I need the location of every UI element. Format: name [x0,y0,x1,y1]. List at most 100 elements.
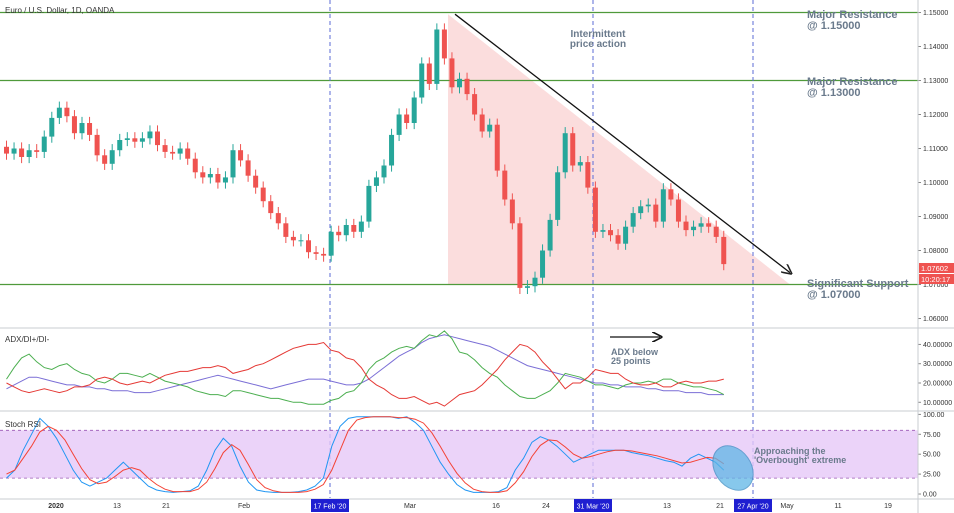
candle-body [215,174,221,183]
candle-body [683,221,689,231]
stoch-rsi-band [0,430,918,479]
candle-body [245,160,251,176]
candle-body [706,223,712,227]
candle-body [472,94,478,115]
candle-body [577,162,583,166]
adx-panel[interactable]: 40.00000 30.00000 20.00000 10.00000 [0,330,954,412]
price-axis-label: 1.13000 [923,78,948,85]
candle-body [540,250,546,278]
rsi-panel-title: Stoch RSI [5,420,41,429]
candle-body [298,240,304,242]
candle-body [630,213,636,227]
candle-body [464,78,470,95]
candle-body [4,146,9,154]
candle-body [479,114,485,132]
time-axis-label: Mar [404,503,417,510]
candle-body [434,29,440,84]
candle-body [381,165,387,178]
candle-body [207,174,213,178]
time-axis-label: 11 [834,503,841,510]
candle-body [570,133,576,166]
candle-body [313,252,319,254]
candle-body [268,201,274,214]
price-axis-label: 1.11000 [923,146,948,153]
candle-body [336,231,342,236]
candle-body [306,240,311,253]
candle-body [608,230,613,236]
candle-body [64,107,70,117]
candle-body [260,187,266,202]
price-panel[interactable]: 1.15000 1.14000 1.13000 1.12000 1.11000 1.100… [0,0,954,498]
candle-body [449,58,455,88]
price-axis-label: 1.08000 [923,248,948,255]
candle-body [366,185,372,222]
candle-body [721,236,727,265]
candle-body [623,226,629,244]
candle-body [222,177,228,183]
candle-body [351,225,357,232]
candle-body [253,175,259,188]
candle-body [713,226,719,237]
adx-axis-label: 10.00000 [923,400,952,407]
candle-body [502,170,508,200]
highlight-date-label: 27 Apr '20 [737,504,768,511]
candle-body [177,148,183,154]
candle-body [668,189,674,200]
candle-body [109,150,115,164]
candle-body [71,116,77,134]
adx-line [6,334,724,396]
price-axis-label: 1.12000 [923,112,948,119]
candle-body [675,199,681,222]
intermittent-label-2: price action [570,39,626,50]
candle-body [517,223,523,288]
candle-body [494,124,500,171]
descending-triangle-area [448,14,790,285]
candle-body [653,204,659,222]
adx-panel-title: ADX/DI+/DI- [5,335,50,344]
candle-body [691,226,697,231]
adx-axis-label: 30.00000 [923,361,952,368]
rsi-note-2: 'Overbought' extreme [754,455,846,465]
candle-body [343,225,349,236]
adx-axis-label: 20.00000 [923,381,952,388]
highlight-date-label: 17 Feb '20 [314,504,347,511]
candle-body [547,219,553,251]
candle-body [328,231,334,256]
candle-body [139,138,145,142]
candle-body [275,213,281,224]
di-minus-line [6,341,724,407]
candle-body [11,148,17,154]
candle-body [645,204,651,207]
candle-body [487,124,493,132]
time-axis-label: 13 [663,503,671,510]
candle-body [411,97,417,123]
adx-note-1: ADX below [611,347,659,357]
time-axis-label: 16 [492,503,500,510]
candle-body [358,221,364,232]
resistance-130-label-2: @ 1.13000 [807,87,861,99]
candle-body [509,199,515,224]
candle-body [79,123,85,134]
candle-body [524,286,530,288]
rsi-axis-label: 75.00 [923,432,941,439]
support-070-label-1: Significant Support [807,278,909,290]
candle-body [132,138,138,142]
candle-body [532,277,538,287]
price-axis-label: 1.06000 [923,316,948,323]
countdown-tag [919,274,954,284]
rsi-axis-label: 25.00 [923,472,941,479]
highlight-date-tag [311,499,349,512]
highlight-date-label: 31 Mar '20 [577,504,610,511]
candle-body [124,138,130,140]
stoch-rsi-panel[interactable]: 100.00 75.00 50.00 25.00 0.00 [0,412,954,500]
time-axis-label: 19 [884,503,892,510]
candle-body [592,187,598,232]
countdown-value: 10:20:17 [921,275,950,284]
di-plus-line [6,330,725,405]
descending-trendline [454,13,790,272]
candle-body [562,133,568,173]
highlight-date-tag [734,499,772,512]
adx-axis-label: 40.00000 [923,342,952,349]
rsi-axis-label: 0.00 [923,492,937,499]
